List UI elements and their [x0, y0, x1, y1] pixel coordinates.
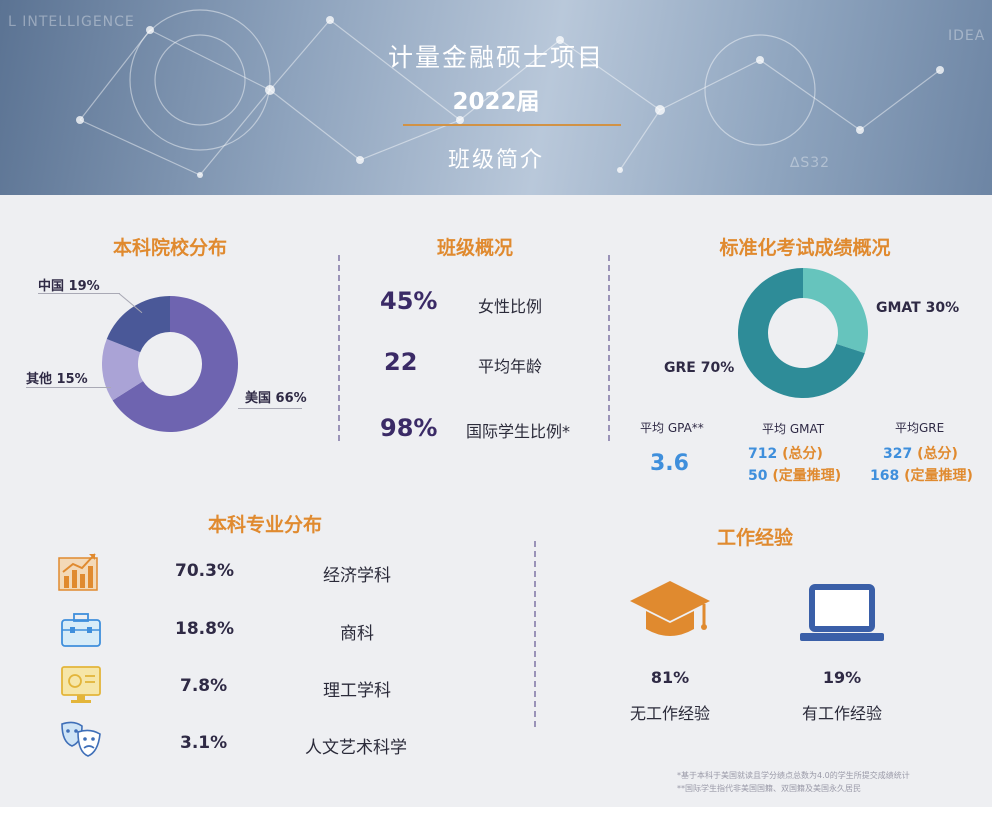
- international-ratio-label: 国际学生比例*: [466, 422, 571, 441]
- donut-label-china: 中国 19%: [38, 279, 100, 294]
- monitor-icon: [61, 666, 101, 703]
- section-heading-work-experience: 工作经验: [716, 527, 793, 549]
- work-experience-pct: 19%: [822, 668, 862, 687]
- major-label-economics: 经济学科: [323, 566, 391, 586]
- class-year: 2022届: [452, 89, 540, 115]
- leader-line: [26, 387, 111, 388]
- undergrad-school-donut-chart: [102, 296, 238, 432]
- avg-gpa-value: 3.6: [650, 451, 689, 476]
- donut-label-other: 其他 15%: [26, 372, 88, 387]
- footnote: *基于本科于美国就读且学分绩点总数为4.0的学生所提交成绩统计: [677, 771, 910, 780]
- leader-line: [38, 293, 120, 294]
- theater-masks-icon: [61, 721, 101, 757]
- avg-gmat-total: 712 (总分): [748, 446, 823, 462]
- average-age-value: 22: [384, 348, 418, 376]
- test-scores-slice: [738, 268, 865, 398]
- undergrad-school-slice: [112, 296, 238, 432]
- section-heading-undergrad-school: 本科院校分布: [112, 237, 227, 259]
- major-pct-economics: 70.3%: [175, 561, 234, 581]
- page-subtitle: 班级简介: [447, 148, 544, 173]
- avg-gmat-quant: 50 (定量推理): [748, 468, 842, 484]
- main-content: 本科院校分布 中国 19% 其他 15% 美国 66% 班级概况 45% 女性比…: [0, 195, 992, 807]
- undergrad-school-slice: [102, 338, 143, 401]
- watermark-text: L INTELLIGENCE: [8, 14, 135, 30]
- international-ratio-value: 98%: [380, 414, 438, 442]
- donut-label-gre: GRE 70%: [664, 360, 735, 376]
- avg-gmat-label: 平均 GMAT: [762, 422, 825, 436]
- section-divider: [534, 541, 536, 727]
- major-pct-humanities: 3.1%: [180, 733, 228, 753]
- avg-gre-quant: 168 (定量推理): [870, 468, 973, 484]
- work-experience-label: 有工作经验: [801, 704, 882, 723]
- donut-label-usa: 美国 66%: [245, 391, 307, 406]
- major-pct-business: 18.8%: [175, 619, 234, 639]
- major-label-humanities: 人文艺术科学: [305, 738, 407, 758]
- laptop-icon: [800, 584, 884, 641]
- avg-gre-total: 327 (总分): [883, 446, 958, 462]
- section-divider: [338, 255, 340, 441]
- graduation-cap-icon: [630, 581, 710, 636]
- no-work-experience-pct: 81%: [650, 668, 690, 687]
- header-banner: L INTELLIGENCE IDEA ∆S32 计量金融硕士项目 2022届 …: [0, 0, 992, 195]
- leader-line: [238, 408, 302, 409]
- female-ratio-value: 45%: [380, 287, 438, 315]
- watermark-text: IDEA: [948, 28, 986, 44]
- major-pct-stem: 7.8%: [180, 676, 228, 696]
- avg-gre-label: 平均GRE: [895, 421, 945, 435]
- program-title: 计量金融硕士项目: [387, 43, 604, 72]
- section-heading-test-scores: 标准化考试成绩概况: [719, 237, 891, 259]
- section-divider: [608, 255, 610, 441]
- watermark-text: ∆S32: [790, 155, 831, 171]
- briefcase-icon: [61, 613, 101, 647]
- network-background-graphic: [76, 9, 944, 178]
- female-ratio-label: 女性比例: [478, 297, 543, 316]
- undergrad-school-slice: [106, 296, 170, 353]
- major-label-business: 商科: [340, 624, 374, 644]
- footnote: **国际学生指代非美国国籍、双国籍及美国永久居民: [677, 784, 861, 793]
- major-label-stem: 理工学科: [323, 681, 391, 701]
- section-heading-class-overview: 班级概况: [436, 237, 513, 259]
- donut-label-gmat: GMAT 30%: [876, 300, 960, 316]
- title-divider: [403, 124, 621, 126]
- avg-gpa-label: 平均 GPA**: [640, 421, 704, 435]
- section-heading-majors: 本科专业分布: [207, 514, 322, 536]
- test-scores-donut-chart: [738, 268, 868, 398]
- no-work-experience-label: 无工作经验: [629, 704, 710, 723]
- test-scores-slice: [803, 268, 868, 354]
- average-age-label: 平均年龄: [478, 357, 543, 376]
- bar-chart-icon: [58, 553, 98, 591]
